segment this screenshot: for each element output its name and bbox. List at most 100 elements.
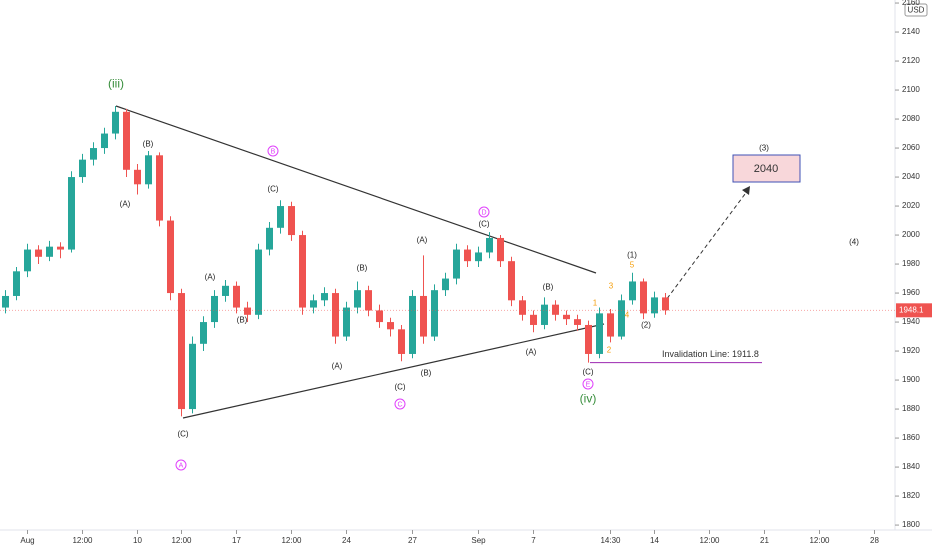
y-tick-label: 1880 — [902, 404, 920, 413]
candle-body — [222, 285, 229, 296]
candle-body — [552, 304, 559, 315]
wave-label: (C) — [267, 185, 278, 194]
arrow-head — [742, 186, 750, 195]
wave-label: (B) — [543, 283, 554, 292]
wave-circle — [394, 398, 406, 410]
candle-body — [123, 111, 130, 170]
y-tick-label: 1920 — [902, 346, 920, 355]
candle-body — [255, 249, 262, 315]
candle-body — [167, 220, 174, 294]
candle-body — [563, 314, 570, 320]
candle-body — [189, 343, 196, 410]
x-tick-label: 7 — [531, 536, 536, 545]
y-tick-label: 1960 — [902, 288, 920, 297]
y-tick-label: 1940 — [902, 317, 920, 326]
y-tick-label: 2040 — [902, 172, 920, 181]
candle-body — [585, 324, 592, 354]
candle-body — [409, 295, 416, 354]
projection-arrow — [662, 189, 749, 305]
candle-body — [101, 133, 108, 149]
candle-body — [574, 319, 581, 325]
candle-body — [332, 293, 339, 337]
y-tick-label: 2160 — [902, 0, 920, 7]
candle-body — [607, 313, 614, 337]
candle-body — [486, 237, 493, 253]
candle-body — [596, 313, 603, 354]
y-tick-label: 2100 — [902, 85, 920, 94]
wave-label: B — [271, 148, 276, 155]
currency-box — [904, 3, 928, 17]
wave-circle — [478, 206, 490, 218]
candle-body — [321, 293, 328, 301]
candle-body — [651, 297, 658, 314]
candle-body — [156, 155, 163, 221]
wave-label: (3) — [759, 144, 769, 153]
wave-label: (4) — [849, 238, 859, 247]
candle-body — [365, 290, 372, 311]
x-tick-label: 12:00 — [72, 536, 93, 545]
candle-body — [2, 295, 9, 308]
y-tick-label: 1840 — [902, 462, 920, 471]
y-tick-label: 2020 — [902, 201, 920, 210]
wave-label: 2 — [607, 346, 612, 355]
x-tick-label: 12:00 — [281, 536, 302, 545]
wave-label: (iv) — [580, 392, 597, 406]
candle-body — [277, 206, 284, 228]
wave-label: E — [586, 381, 591, 388]
y-tick-label: 1980 — [902, 259, 920, 268]
currency-label: USD — [908, 6, 925, 15]
candle-body — [145, 155, 152, 185]
x-tick-label: 10 — [133, 536, 142, 545]
wave-label: (B) — [421, 369, 432, 378]
candle-body — [497, 237, 504, 262]
x-tick-label: 12:00 — [809, 536, 830, 545]
x-tick-label: 27 — [408, 536, 417, 545]
candle-body — [57, 246, 64, 250]
wave-label: C — [397, 401, 402, 408]
y-tick-label: 1900 — [902, 375, 920, 384]
candle-body — [46, 246, 53, 257]
candle-body — [178, 293, 185, 410]
candle-body — [354, 290, 361, 308]
candle-body — [90, 148, 97, 160]
wave-label: (C) — [478, 220, 489, 229]
y-tick-label: 1800 — [902, 520, 920, 529]
wave-label: 5 — [630, 261, 635, 270]
candle-body — [68, 177, 75, 250]
wave-label: (A) — [526, 348, 537, 357]
candle-body — [13, 271, 20, 296]
y-tick-label: 1820 — [902, 491, 920, 500]
wave-label: (B) — [143, 140, 154, 149]
candle-body — [244, 307, 251, 315]
wave-label: (1) — [627, 251, 637, 260]
target-box — [732, 154, 801, 183]
candle-body — [299, 235, 306, 308]
candle-body — [541, 304, 548, 325]
candle-body — [211, 295, 218, 323]
candle-body — [24, 249, 31, 272]
candle-body — [640, 281, 647, 314]
x-tick-label: 24 — [342, 536, 351, 545]
upper-trendline — [115, 105, 597, 274]
wave-label: 4 — [625, 311, 630, 320]
candle-body — [442, 278, 449, 291]
x-tick-label: Aug — [20, 536, 34, 545]
wave-circle — [175, 459, 187, 471]
candle-body — [662, 297, 669, 311]
candle-body — [519, 300, 526, 315]
wave-circle — [267, 145, 279, 157]
y-tick-label: 2120 — [902, 56, 920, 65]
wave-label: A — [179, 462, 184, 469]
candle-body — [79, 159, 86, 178]
candle-body — [266, 227, 273, 250]
wave-label: D — [481, 209, 486, 216]
candle-body — [618, 300, 625, 337]
candle-body — [398, 329, 405, 354]
x-tick-label: 12:00 — [699, 536, 720, 545]
wave-label: (A) — [205, 273, 216, 282]
wave-label: 3 — [609, 282, 614, 291]
candle-body — [420, 295, 427, 337]
candle-body — [387, 322, 394, 330]
